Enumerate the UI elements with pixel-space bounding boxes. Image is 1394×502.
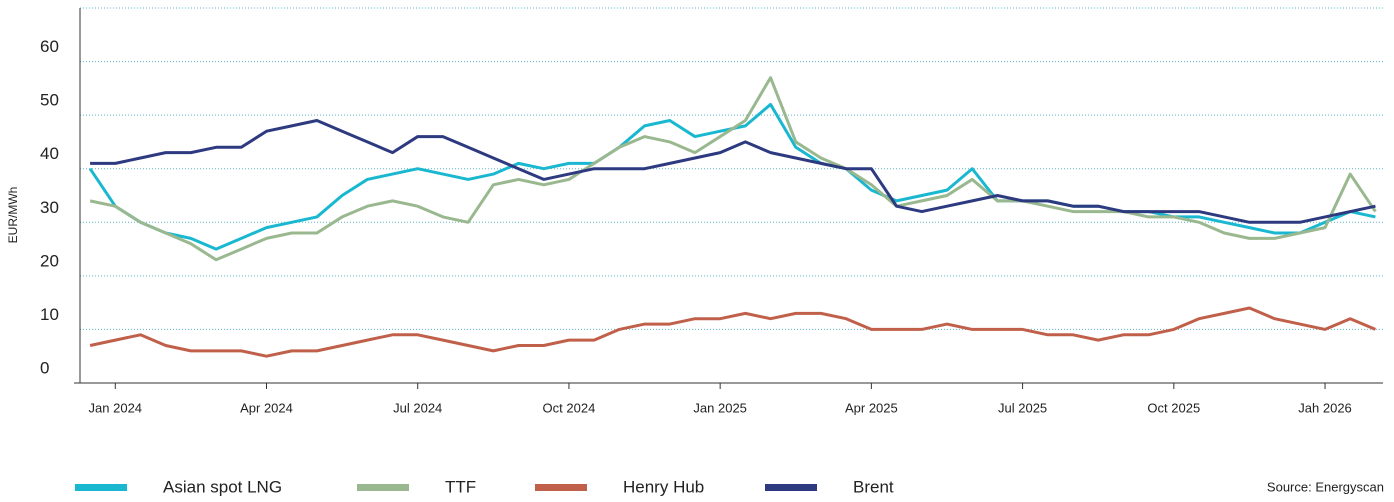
x-tick-label: Jan 2024 (89, 400, 143, 415)
series-line (89, 306, 1377, 358)
legend-label: Brent (853, 477, 894, 496)
legend-label: TTF (445, 477, 476, 496)
y-tick-label: 0 (40, 358, 49, 377)
y-tick-label: 30 (40, 198, 59, 217)
series-line (90, 119, 1376, 224)
source: Source: Energyscan (1267, 479, 1384, 494)
legend-swatch (535, 484, 587, 491)
legend-swatch (75, 484, 127, 491)
y-tick-label: 50 (40, 91, 59, 110)
y-tick-label: 40 (40, 144, 59, 163)
y-axis-label: EUR/MWh (6, 187, 20, 244)
x-tick-label: Jah 2026 (1298, 400, 1352, 415)
legend-label: Henry Hub (623, 477, 704, 496)
legend-swatch (357, 484, 409, 491)
legend-label: Asian spot LNG (163, 477, 282, 496)
x-tick-label: Oct 2025 (1147, 400, 1200, 415)
series-line (89, 76, 1377, 262)
x-tick-label: Apr 2025 (845, 400, 898, 415)
legend-swatch (765, 484, 817, 491)
x-tick-label: Jul 2025 (998, 400, 1047, 415)
series-line (88, 102, 1376, 251)
x-tick-label: Jan 2025 (693, 400, 747, 415)
y-tick-label: 10 (40, 305, 59, 324)
x-tick-label: Apr 2024 (240, 400, 293, 415)
y-tick-label: 60 (40, 37, 59, 56)
y-tick-label: 20 (40, 251, 59, 270)
x-tick-label: Oct 2024 (543, 400, 596, 415)
x-tick-label: Jul 2024 (393, 400, 442, 415)
